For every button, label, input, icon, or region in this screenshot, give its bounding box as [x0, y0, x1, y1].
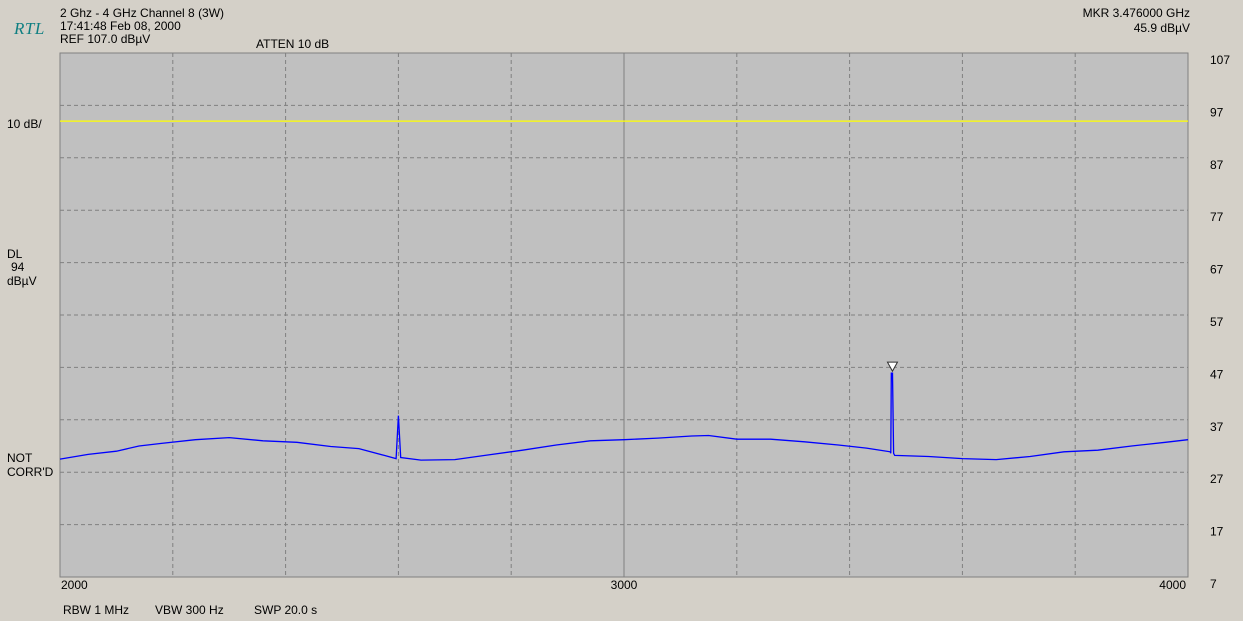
- x-tick-label: 3000: [611, 578, 638, 592]
- x-tick-label: 4000: [1159, 578, 1186, 592]
- y-tick-label: 97: [1210, 105, 1224, 119]
- y-tick-label: 107: [1210, 53, 1230, 67]
- y-tick-label: 17: [1210, 525, 1224, 539]
- y-tick-label: 67: [1210, 263, 1224, 277]
- y-tick-label: 27: [1210, 472, 1224, 486]
- y-tick-labels: 107 97 87 77 67 57 47 37 27 17 7: [1210, 53, 1230, 591]
- y-tick-label: 57: [1210, 315, 1224, 329]
- y-tick-label: 47: [1210, 367, 1224, 381]
- y-tick-label: 37: [1210, 420, 1224, 434]
- y-tick-label: 77: [1210, 210, 1224, 224]
- y-tick-label: 87: [1210, 158, 1224, 172]
- x-tick-label: 2000: [61, 578, 88, 592]
- x-tick-labels: 2000 3000 4000: [61, 578, 1186, 592]
- y-tick-label: 7: [1210, 577, 1217, 591]
